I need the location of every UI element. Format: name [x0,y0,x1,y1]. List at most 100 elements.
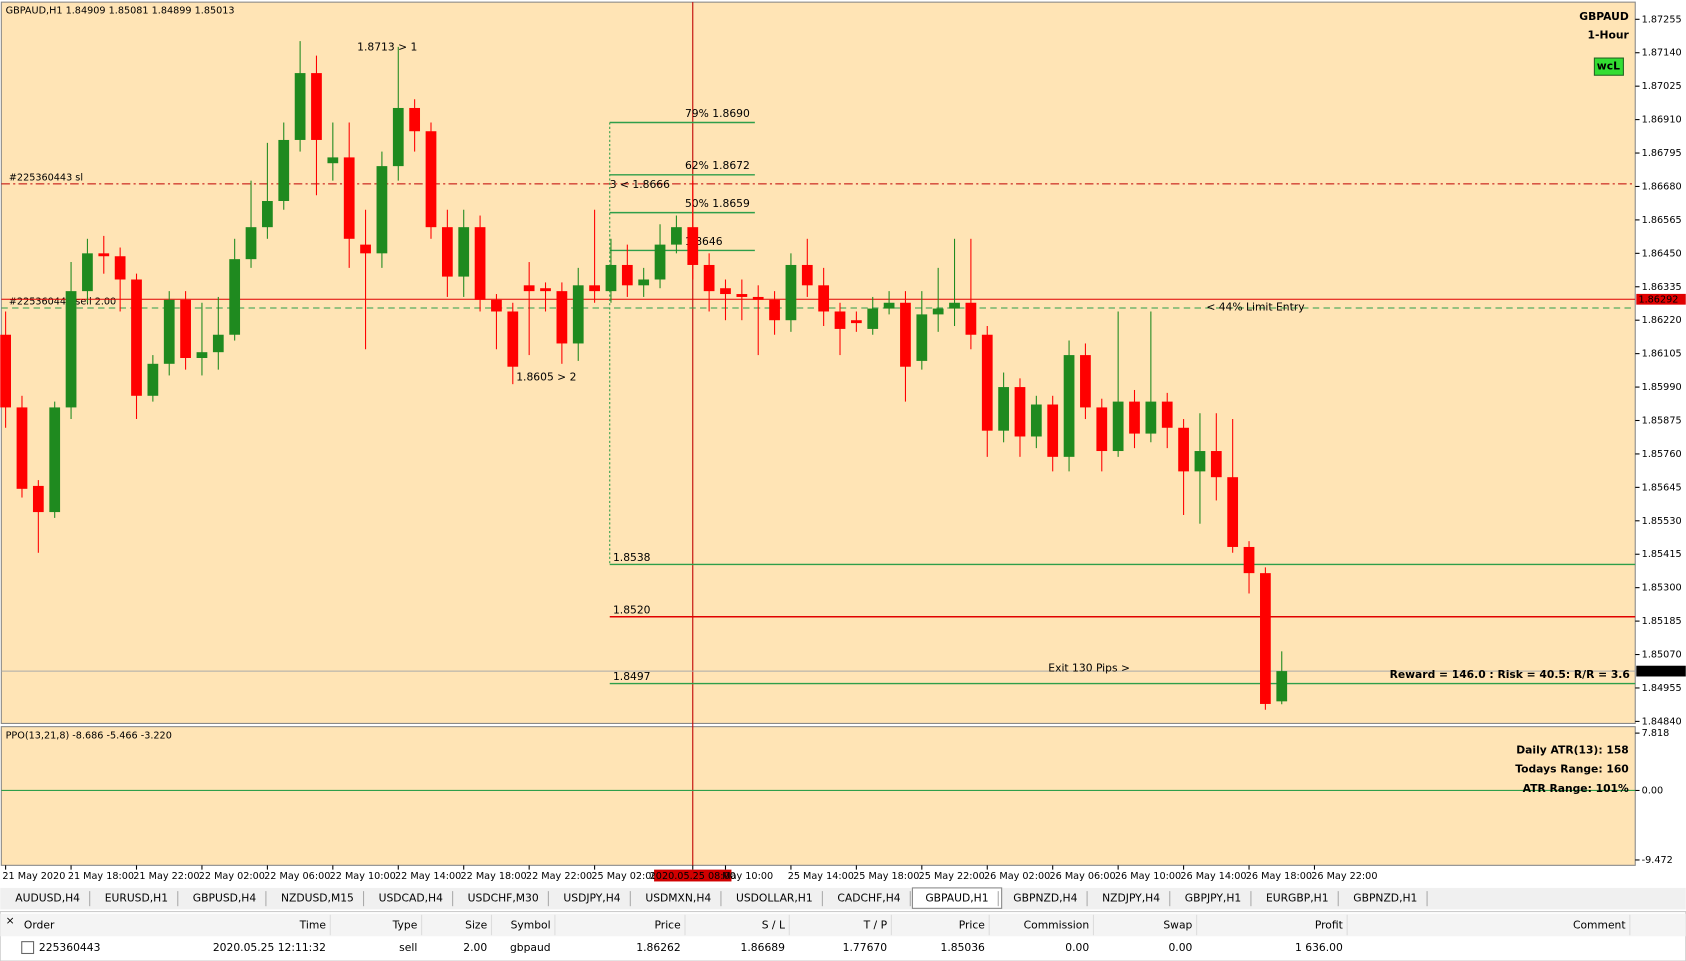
candle-body [1276,671,1288,702]
candle-body [294,73,306,140]
x-tick-label: 21 May 22:00 [133,871,199,882]
candle-body [1145,401,1157,434]
entry-line-label: #225360443 sell 2.00 [9,297,116,308]
candle-body [32,485,44,513]
table-cell: 1.86262 [636,941,680,954]
candle-body [883,302,895,309]
x-tick-label: 26 May 14:00 [1180,871,1246,882]
annotation: Exit 130 Pips > [1048,662,1130,675]
candle-body [343,157,355,239]
candle-body [981,334,993,431]
alert-price-box [1636,293,1686,305]
x-tick-label: 21 May 18:00 [68,871,134,882]
ppo-tick-label: 0.00 [1642,785,1664,796]
tab[interactable]: GBPNZD,H1 [1353,892,1417,905]
atr-note: Daily ATR(13): 158 [1516,743,1629,756]
table-cell: 1.86689 [741,941,786,954]
table-header: Price [959,919,986,932]
x-tick-label: 22 May 14:00 [395,871,461,882]
table-header: Swap [1163,919,1192,932]
candle-body [262,201,273,228]
table-header-bg [0,913,1686,937]
candle-body [556,291,568,344]
tab-active[interactable] [911,887,1003,909]
candle-body [801,264,813,286]
wcl-button[interactable] [1593,57,1624,76]
x-tick-label: 26 May 06:00 [1049,871,1115,882]
candle-body [409,107,421,132]
x-tick-label: 26 May 10:00 [1115,871,1181,882]
table-cell: 0.00 [1065,941,1089,954]
candle-body [1014,387,1026,437]
tab[interactable]: GBPNZD,H4 [1013,892,1077,905]
candle-body [98,253,110,257]
candle-body [1030,404,1042,437]
tab[interactable]: USDCAD,H4 [379,892,444,905]
tab[interactable]: NZDUSD,M15 [281,892,354,905]
tab[interactable]: USDCHF,M30 [468,892,539,905]
close-icon[interactable]: × [6,914,15,927]
stop-loss-line-label: #225360443 sl [9,172,83,183]
candle-body [720,288,731,295]
pair-label: GBPAUD [1579,10,1629,23]
candle-body [785,264,797,321]
candle-body [932,308,944,315]
ppo-header: PPO(13,21,8) -8.686 -5.466 -3.220 [6,730,172,741]
candle-body [82,253,93,292]
candle-body [1129,401,1140,434]
candle-body [671,227,682,245]
x-tick-label: 25 May 18:00 [853,871,919,882]
tab[interactable]: CADCHF,H4 [837,892,900,905]
table-cell: sell [399,941,417,954]
table-header: S / L [762,919,785,932]
candle-body [1194,451,1206,472]
annotation: < 44% Limit Entry [1206,300,1305,313]
x-tick-label: 22 May 10:00 [330,871,396,882]
tab[interactable]: NZDJPY,H4 [1102,892,1160,905]
candle-body [180,299,191,358]
tab[interactable]: EURGBP,H1 [1266,892,1329,905]
table-cell: 2.00 [463,941,487,954]
y-tick-label: 1.85300 [1642,583,1682,594]
atr-note: Todays Range: 160 [1515,763,1629,776]
tab[interactable]: GBPAUD,H1 [925,892,988,905]
tab[interactable]: GBPJPY,H1 [1185,892,1241,905]
y-tick-label: 1.86795 [1642,148,1682,159]
ppo-panel [0,726,1636,866]
tab[interactable]: USDMXN,H4 [645,892,711,905]
table-header: T / P [863,919,888,932]
tab[interactable]: USDJPY,H4 [563,892,620,905]
table-cell: 2020.05.25 12:11:32 [213,941,326,954]
candle-body [441,227,453,277]
candle-body [147,363,159,396]
table-header: Size [465,919,487,932]
tab[interactable]: GBPUSD,H4 [193,892,257,905]
candle-body [16,407,28,489]
tab[interactable]: AUDUSD,H4 [15,892,80,905]
y-tick-label: 1.85070 [1642,650,1682,661]
bid-price-box [1636,665,1686,677]
candle-body [687,227,699,265]
y-tick-label: 1.86335 [1642,282,1682,293]
table-cell: 1 636.00 [1295,941,1343,954]
candle-body [605,264,617,292]
annotation: Reward = 146.0 : Risk = 40.5: R/R = 3.6 [1390,668,1630,681]
wcl-button-label[interactable]: wcL [1597,60,1620,73]
tab[interactable]: USDOLLAR,H1 [736,892,813,905]
x-tick-label: 22 May 06:00 [264,871,330,882]
candle-body [229,259,241,335]
table-header: Price [654,919,681,932]
candle-body [965,302,977,335]
candle-body [818,285,830,312]
x-tick-label: 22 May 18:00 [460,871,526,882]
candle-body [654,244,666,280]
candle-body [703,264,715,292]
tab[interactable]: EURUSD,H1 [105,892,168,905]
main-panel [0,1,1636,724]
candle-body [114,256,126,280]
candle-body [1161,401,1173,428]
candle-body [769,299,780,321]
x-tick-label: 25 May 02:00 [591,871,657,882]
candle-body [474,227,486,300]
candle-body [163,299,175,364]
